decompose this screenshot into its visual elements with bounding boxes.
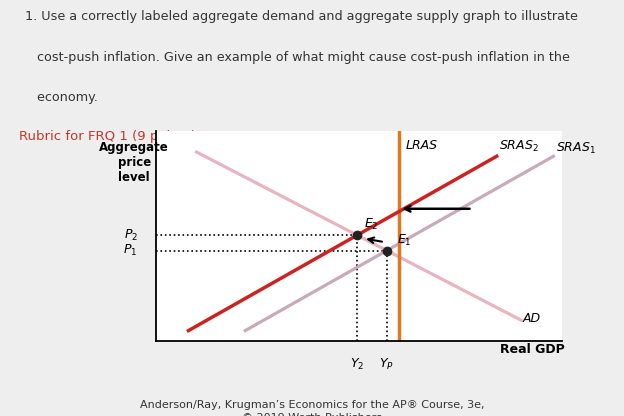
Text: $SRAS_2$: $SRAS_2$ bbox=[499, 139, 539, 154]
Text: Rubric for FRQ 1 (9 points): Rubric for FRQ 1 (9 points) bbox=[19, 130, 196, 144]
Text: AD: AD bbox=[523, 312, 541, 325]
Text: $SRAS_1$: $SRAS_1$ bbox=[555, 141, 595, 156]
Text: $E_2$: $E_2$ bbox=[364, 217, 379, 232]
Text: $P_2$: $P_2$ bbox=[124, 228, 138, 243]
Text: $P_1$: $P_1$ bbox=[124, 243, 138, 258]
Text: Real GDP: Real GDP bbox=[500, 343, 565, 356]
Text: economy.: economy. bbox=[25, 92, 98, 104]
Text: $E_1$: $E_1$ bbox=[397, 233, 412, 248]
Text: $Y_P$: $Y_P$ bbox=[379, 357, 394, 372]
Text: Aggregate
price
level: Aggregate price level bbox=[99, 141, 169, 184]
Text: Anderson/Ray, Krugman’s Economics for the AP® Course, 3e,: Anderson/Ray, Krugman’s Economics for th… bbox=[140, 400, 484, 410]
Text: LRAS: LRAS bbox=[406, 139, 437, 152]
Text: © 2019 Worth Publishers: © 2019 Worth Publishers bbox=[242, 413, 382, 416]
Text: 1. Use a correctly labeled aggregate demand and aggregate supply graph to illust: 1. Use a correctly labeled aggregate dem… bbox=[25, 10, 578, 23]
Text: $Y_2$: $Y_2$ bbox=[350, 357, 364, 372]
Text: cost-push inflation. Give an example of what might cause cost-push inflation in : cost-push inflation. Give an example of … bbox=[25, 51, 570, 64]
